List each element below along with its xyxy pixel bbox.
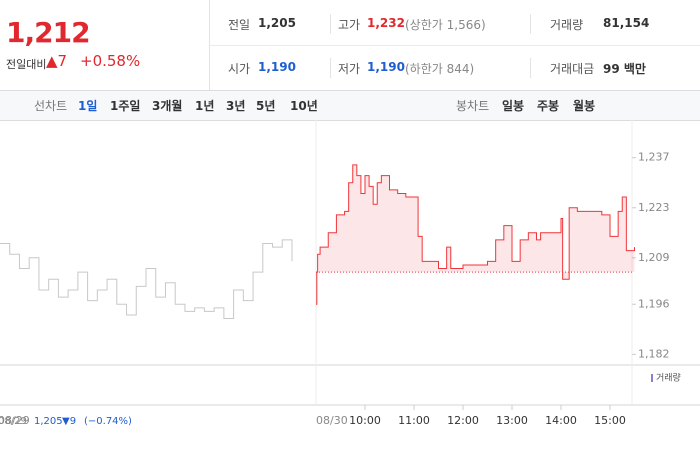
tab-bar (0, 90, 700, 121)
tab[interactable]: 3개월 (152, 99, 183, 113)
tab[interactable]: 3년 (226, 99, 246, 113)
footer-rate: (−0.74%) (84, 416, 132, 427)
tab[interactable]: 1년 (195, 99, 215, 113)
tab[interactable]: 1주일 (110, 99, 141, 113)
day-label: 08/30 (316, 414, 348, 427)
stat-value: 81,154 (603, 16, 650, 30)
divider (530, 58, 531, 78)
stat-label: 거래대금 (550, 62, 595, 76)
stat-label: 저가 (338, 62, 361, 76)
x-tick-label: 13:00 (496, 414, 528, 427)
volume-legend-swatch (651, 374, 653, 382)
tab[interactable]: 주봉 (537, 99, 560, 113)
tab[interactable]: 월봉 (573, 99, 596, 113)
divider (330, 58, 331, 78)
area-fill (316, 164, 635, 305)
tab[interactable]: 10년 (290, 99, 318, 113)
y-tick-label: 1,237 (638, 151, 670, 164)
tab[interactable]: 1일 (78, 99, 98, 113)
x-tick-label: 14:00 (545, 414, 577, 427)
tab-label: 선차트 (34, 99, 68, 113)
stat-value: 99 백만 (603, 62, 646, 76)
stat-value: 1,190 (258, 60, 296, 74)
x-tick-label: 10:00 (349, 414, 381, 427)
day-label: 08/29 (0, 414, 30, 427)
stat-note: (상한가 1,566) (405, 18, 486, 32)
x-tick-label: 12:00 (447, 414, 479, 427)
stat-label: 고가 (338, 18, 361, 32)
tab[interactable]: 5년 (256, 99, 276, 113)
footer-date: 08/29 (0, 416, 27, 427)
tab-label: 봉차트 (456, 99, 490, 113)
y-tick-label: 1,182 (638, 347, 670, 360)
y-tick-label: 1,223 (638, 201, 670, 214)
x-tick-label: 11:00 (398, 414, 430, 427)
change-label: 전일대비 (6, 58, 47, 71)
stat-note: (하한가 844) (405, 62, 475, 76)
divider (530, 14, 531, 34)
footer-change: ▼9 (62, 416, 76, 427)
divider (210, 45, 700, 46)
change: ▲7 (46, 52, 68, 70)
y-tick-label: 1,196 (638, 297, 670, 310)
tab[interactable]: 일봉 (502, 99, 525, 113)
stat-label: 시가 (228, 62, 251, 76)
change-rate: +0.58% (80, 52, 141, 70)
volume-legend: 거래량 (656, 372, 681, 384)
stat-value: 1,205 (258, 16, 296, 30)
stat-value: 1,190 (367, 60, 405, 74)
stat-label: 전일 (228, 18, 251, 32)
stat-label: 거래량 (550, 18, 584, 32)
stat-value: 1,232 (367, 16, 405, 30)
previous-line (0, 239, 293, 320)
x-tick-label: 15:00 (594, 414, 626, 427)
price-line (316, 164, 635, 305)
price: 1,212 (6, 16, 91, 49)
divider (209, 0, 210, 90)
y-tick-label: 1,209 (638, 251, 670, 264)
footer-close: 1,205 (34, 416, 63, 427)
divider (330, 14, 331, 34)
